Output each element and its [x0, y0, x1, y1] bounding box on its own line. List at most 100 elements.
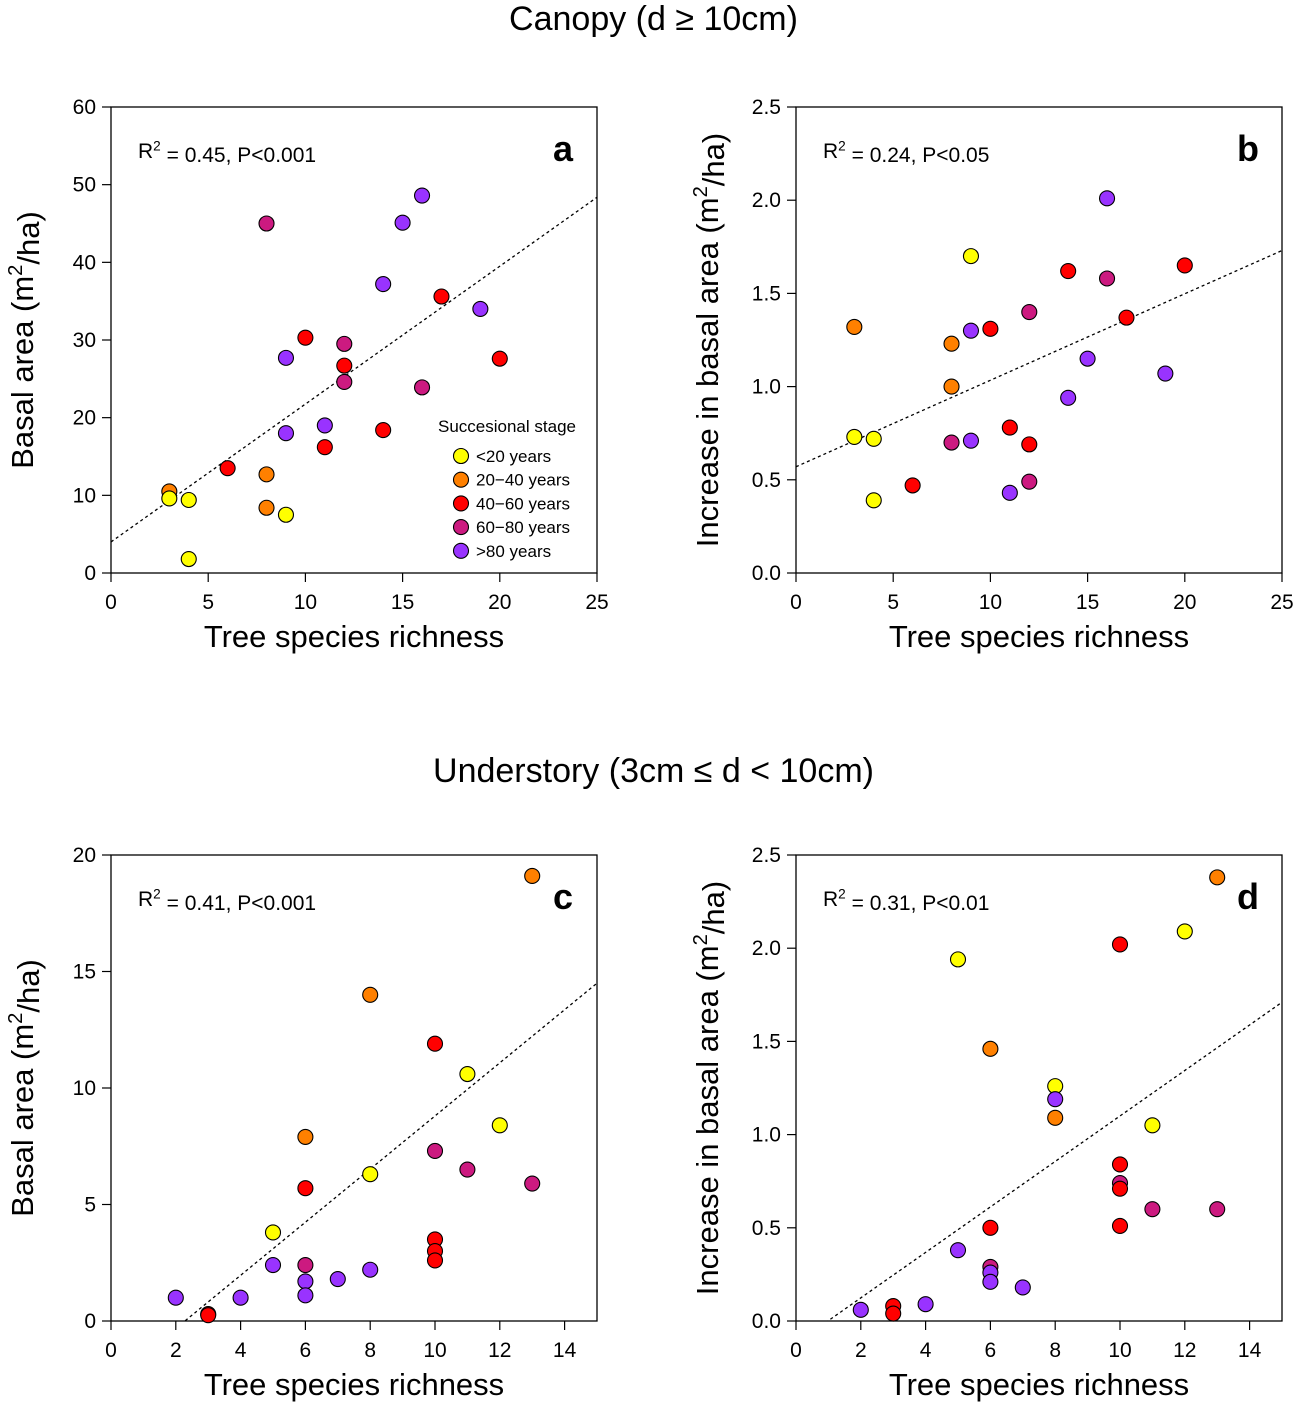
y-tick-label: 1.0: [752, 1124, 781, 1147]
data-point: [426, 1142, 444, 1159]
data-point: [336, 373, 353, 390]
data-point: [943, 378, 960, 395]
panel-d: 0 2 4 6 8 10 12 14 0.0 0.5 1.0 1.5 2.0 2.5 Tree specie…: [690, 844, 1283, 1402]
x-tick-label: 2: [855, 1339, 867, 1362]
data-point: [336, 357, 353, 374]
data-point: [258, 215, 275, 232]
x-tick-label: 25: [585, 591, 608, 614]
stats-annotation: R2 = 0.24, P<0.05: [823, 138, 989, 167]
y-tick-label: 0.0: [752, 1310, 781, 1333]
x-tick-label: 15: [391, 591, 414, 614]
panel-letter: b: [1237, 128, 1259, 169]
x-tick-label: 12: [1173, 1339, 1196, 1362]
legend-swatch: [452, 471, 470, 488]
x-tick-label: 0: [105, 1339, 117, 1362]
panel-b: 0 5 10 15 20 25 0.0 0.5 1.0 1.5 2.0 2.5 Tree species…: [690, 96, 1294, 654]
data-point: [336, 335, 353, 352]
data-point: [362, 986, 379, 1003]
x-tick-label: 5: [202, 591, 214, 614]
stats-annotation: R2 = 0.41, P<0.001: [138, 886, 316, 915]
legend-label: 40−60 years: [476, 494, 570, 513]
x-axis-label: Tree species richness: [889, 1367, 1189, 1402]
data-point: [524, 867, 541, 885]
data-point: [167, 1289, 184, 1306]
data-point: [1079, 350, 1096, 367]
y-tick-label: 0.5: [752, 469, 781, 492]
y-tick-label: 1.5: [752, 282, 781, 305]
data-point: [297, 1128, 314, 1145]
data-point: [277, 349, 295, 366]
data-point: [1098, 190, 1116, 207]
data-point: [161, 490, 178, 507]
data-point: [1021, 436, 1038, 453]
panel-letter: a: [553, 128, 574, 169]
y-tick-label: 40: [73, 251, 96, 274]
data-point: [232, 1289, 249, 1306]
data-point: [1047, 1091, 1064, 1108]
data-point: [943, 434, 960, 451]
data-point: [1001, 484, 1018, 501]
data-point: [433, 288, 450, 305]
data-point: [1176, 257, 1193, 274]
data-point: [375, 422, 392, 439]
plot-frame: [795, 854, 1283, 1322]
data-point: [362, 1166, 379, 1183]
data-point: [316, 439, 333, 456]
y-tick-label: 50: [73, 174, 96, 197]
x-axis-label: Tree species richness: [889, 619, 1189, 654]
stats-annotation: R2 = 0.45, P<0.001: [138, 138, 316, 167]
data-point: [982, 320, 999, 337]
data-point: [426, 1035, 444, 1052]
data-point: [962, 322, 980, 339]
y-tick-label: 2.5: [752, 96, 781, 119]
y-tick-label: 1.0: [752, 376, 781, 399]
data-point: [297, 1257, 314, 1274]
panel-a: 0 5 10 15 20 25 0 10 20 30 40 50 60 Tree species rich…: [5, 96, 609, 654]
data-point: [258, 466, 275, 483]
data-point: [1021, 473, 1038, 490]
data-point: [329, 1271, 346, 1288]
y-tick-label: 10: [73, 1077, 96, 1100]
y-tick-label: 5: [84, 1194, 96, 1217]
x-tick-label: 2: [170, 1339, 182, 1362]
x-tick-label: 6: [300, 1339, 312, 1362]
x-tick-label: 0: [790, 1339, 802, 1362]
data-point: [1060, 262, 1077, 280]
x-tick-label: 0: [105, 591, 117, 614]
legend-swatch: [452, 542, 470, 559]
legend: Succesional stage <20 years 20−40 years 40−…: [438, 417, 576, 561]
data-point: [180, 550, 197, 568]
data-point: [277, 425, 295, 442]
data-point: [1098, 270, 1116, 287]
data-point: [1014, 1279, 1031, 1296]
x-tick-label: 10: [423, 1339, 446, 1362]
data-point: [865, 430, 882, 447]
data-point: [264, 1257, 282, 1274]
x-tick-label: 6: [985, 1339, 997, 1362]
y-tick-label: 1.5: [752, 1030, 781, 1053]
y-tick-label: 2.5: [752, 844, 781, 867]
y-axis-label: Increase in basal area (m2/ha): [690, 133, 731, 547]
data-point: [1021, 303, 1038, 321]
x-tick-label: 10: [979, 591, 1002, 614]
legend-title: Succesional stage: [438, 417, 576, 436]
x-tick-label: 8: [364, 1339, 376, 1362]
data-point: [297, 329, 314, 346]
data-point: [297, 1287, 314, 1304]
data-point: [885, 1305, 902, 1322]
data-point: [1060, 389, 1077, 406]
data-point: [258, 499, 275, 516]
y-tick-label: 0: [84, 1310, 96, 1333]
data-point: [1144, 1201, 1161, 1218]
x-axis-label: Tree species richness: [204, 619, 504, 654]
y-tick-label: 30: [73, 329, 96, 352]
panel-letter: c: [553, 876, 573, 917]
data-point: [982, 1273, 999, 1290]
panel-c: 0 2 4 6 8 10 12 14 0 5 10 15 20 Tree species richness…: [5, 844, 598, 1402]
y-tick-label: 15: [73, 961, 96, 984]
data-point: [949, 1242, 967, 1259]
data-point: [1118, 309, 1135, 326]
data-point: [982, 1219, 999, 1236]
plot-frame: [795, 106, 1283, 574]
